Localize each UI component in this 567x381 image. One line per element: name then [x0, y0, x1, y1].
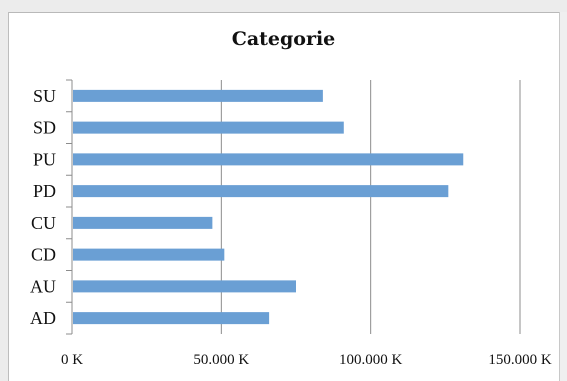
- window-right-edge: [559, 12, 567, 381]
- x-tick-label: 150.000 K: [488, 352, 552, 368]
- category-label-cu: CU: [31, 213, 56, 233]
- bar-su: [73, 89, 323, 102]
- category-label-pu: PU: [33, 149, 56, 169]
- category-label-cd: CD: [31, 245, 56, 265]
- window-left-edge: [0, 12, 9, 381]
- bar-pu: [73, 153, 464, 166]
- x-tick-label: 0 K: [61, 352, 83, 368]
- bar-cu: [73, 216, 213, 229]
- category-label-ad: AD: [30, 308, 56, 328]
- category-label-au: AU: [30, 276, 56, 296]
- x-tick-label: 100.000 K: [339, 352, 403, 368]
- category-label-sd: SD: [33, 118, 56, 138]
- x-tick-label: 50.000 K: [193, 352, 249, 368]
- window-top-strip: [0, 0, 567, 13]
- bar-pd: [73, 185, 449, 198]
- category-label-su: SU: [33, 86, 56, 106]
- bar-ad: [73, 312, 270, 325]
- bar-cd: [73, 248, 225, 261]
- bar-sd: [73, 121, 344, 134]
- chart-title: Categorie: [231, 28, 336, 50]
- category-label-pd: PD: [33, 181, 56, 201]
- bar-au: [73, 280, 296, 293]
